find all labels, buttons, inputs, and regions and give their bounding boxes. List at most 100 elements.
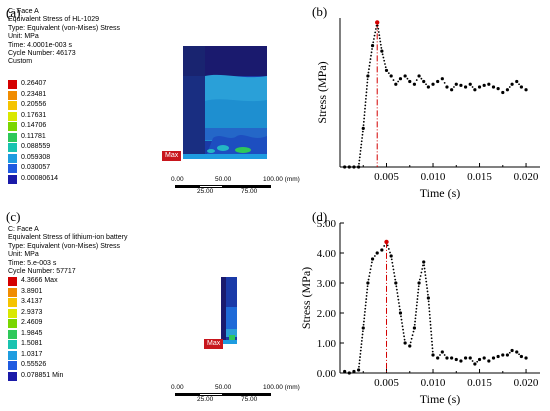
data-point <box>505 88 510 92</box>
data-point <box>417 74 421 78</box>
curve-dot <box>379 40 382 43</box>
curve-dot <box>397 298 400 301</box>
y-tick-label: 4.00 <box>317 248 337 260</box>
curve-dot <box>361 133 364 136</box>
legend-label: 0.00080614 <box>21 174 58 182</box>
chart-tag: (b) <box>312 4 327 19</box>
scale-label: 0.00 <box>171 384 184 391</box>
panel-c-info: C: Face A Equivalent Stress of lithium-i… <box>8 226 127 276</box>
curve-dot <box>426 290 429 293</box>
legend-swatch <box>8 80 17 89</box>
curve-dot <box>359 349 362 352</box>
chart-d: (d) 0.005 0.010 0.015 0.020 0.00 1.00 2.00 3.00 4… <box>300 209 540 406</box>
data-point <box>357 368 361 372</box>
curve-dot <box>372 38 375 40</box>
legend-swatch <box>8 340 17 349</box>
curve-dot <box>359 352 362 355</box>
scale-seg <box>223 393 271 396</box>
panel-a-info-line: C: Face A <box>8 8 39 15</box>
curve-dot <box>401 322 403 324</box>
data-point <box>501 90 505 95</box>
curve-dot <box>418 278 421 281</box>
data-point <box>357 165 361 169</box>
curve-dot <box>359 153 362 156</box>
legend-label: 0.17631 <box>21 111 47 119</box>
data-point <box>482 356 486 360</box>
panel-a-model <box>183 46 267 159</box>
curve-dot <box>360 343 363 346</box>
data-point <box>519 85 523 89</box>
legend-label: 0.23481 <box>21 90 47 98</box>
data-point <box>440 350 444 354</box>
curve-dot <box>428 303 430 306</box>
legend-label: 0.26407 <box>21 80 47 87</box>
curve-dot <box>411 334 414 337</box>
scale-label: 50.00 <box>215 384 232 391</box>
legend-label: 0.11781 <box>21 132 46 140</box>
curve-dot <box>363 111 366 113</box>
y-axis-label: Stress (MPa) <box>315 61 329 123</box>
x-axis-label: Time (s) <box>420 392 461 406</box>
curve-dot <box>358 159 361 162</box>
curve-dot <box>360 346 363 349</box>
curve-dot <box>369 61 371 64</box>
data-point <box>473 362 477 366</box>
curve-dot <box>430 330 433 333</box>
data-point <box>477 357 482 362</box>
curve-dot <box>389 251 391 254</box>
data-point <box>487 82 491 86</box>
data-point <box>468 356 472 360</box>
legend-row: 1.0317 <box>8 350 68 360</box>
data-point <box>463 356 468 360</box>
curve-dot <box>377 31 380 33</box>
data-point <box>510 348 514 353</box>
curve-dot <box>360 340 363 342</box>
legend-row: 0.00080614 <box>8 174 68 184</box>
x-tick-label: 0.015 <box>467 377 492 389</box>
data-point <box>524 356 528 360</box>
legend-swatch <box>8 122 17 131</box>
curve-dot <box>439 354 441 356</box>
data-point <box>440 77 444 81</box>
data-point <box>403 74 407 78</box>
legend-row: 0.17631 <box>8 111 68 121</box>
curve-dot <box>390 258 393 261</box>
curve-dot <box>416 294 419 297</box>
scale-label: 75.00 <box>241 188 258 195</box>
curve-dot <box>392 79 395 81</box>
curve-dot <box>423 267 426 270</box>
chart-tag: (d) <box>312 209 327 224</box>
curve-dot <box>361 333 364 336</box>
curve-dot <box>379 43 382 46</box>
data-point <box>366 281 370 285</box>
legend-row: 1.9845 <box>8 329 68 339</box>
panel-a-info-line: Custom <box>8 58 33 66</box>
panel-c-scalebar: 0.00 50.00 100.00 (mm) 25.00 75.00 <box>171 384 311 406</box>
curve-dot <box>427 293 429 296</box>
data-point <box>459 359 463 363</box>
panel-a-info-line: Unit: MPa <box>8 33 39 41</box>
legend-swatch <box>8 143 17 152</box>
curve-dot <box>368 275 371 278</box>
curve-dot <box>358 365 360 368</box>
curve-dot <box>370 54 372 57</box>
curve-dot <box>366 288 369 291</box>
panel-c-info-line: C: Face A <box>8 226 39 233</box>
panel-c-model <box>221 277 237 344</box>
curve-dot <box>430 333 433 336</box>
curve-dot <box>359 150 362 152</box>
curve-dot <box>431 340 433 343</box>
scale-seg <box>175 393 199 396</box>
legend-swatch <box>8 329 17 339</box>
curve-dot <box>363 114 366 117</box>
data-point <box>343 369 347 374</box>
curve-dot <box>372 41 375 44</box>
curve-dot <box>366 291 368 294</box>
data-point <box>436 79 440 84</box>
legend-row: 0.26407 <box>8 79 68 89</box>
curve-dot <box>364 304 367 307</box>
data-point <box>375 251 379 255</box>
curve-dot <box>401 325 404 328</box>
curve-dot <box>431 344 434 346</box>
curve-dot <box>397 80 400 83</box>
